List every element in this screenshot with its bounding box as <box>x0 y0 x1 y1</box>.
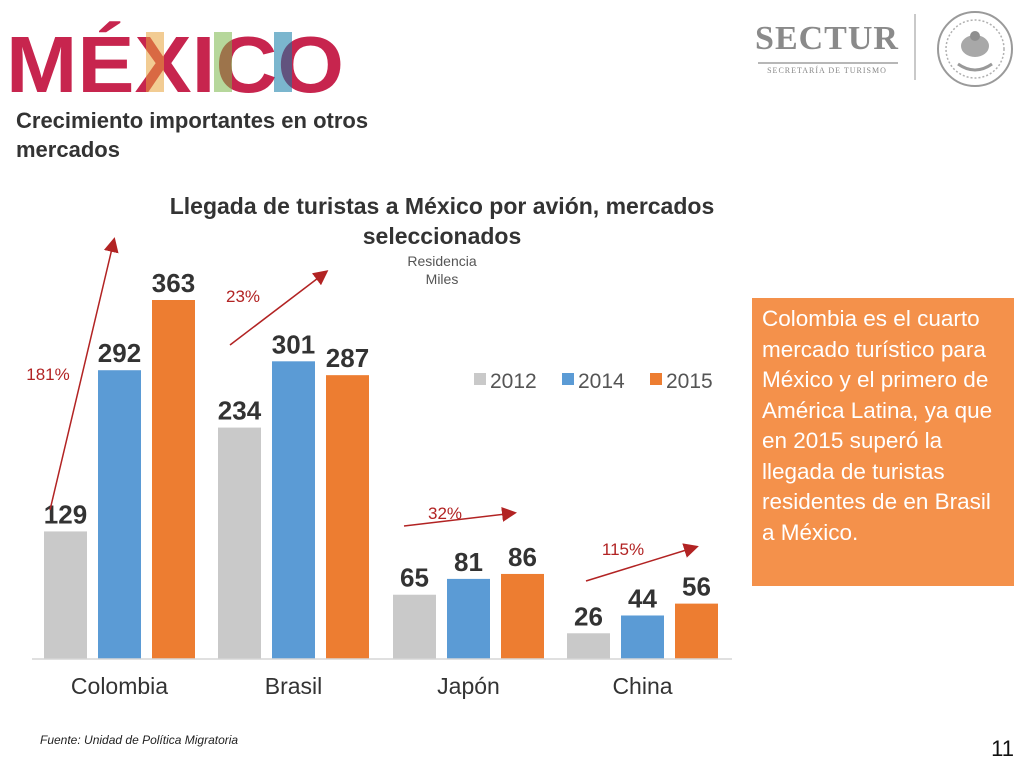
x-tick-china: China <box>612 673 672 699</box>
sectur-underline <box>758 62 898 64</box>
colombia-callout: Colombia es el cuarto mercado turístico … <box>752 298 1014 586</box>
chart-subtitle-miles: Miles <box>426 271 459 287</box>
bar-japon-2015 <box>501 573 544 659</box>
legend-label-2015: 2015 <box>666 370 713 393</box>
sectur-logo: SECTUR SECRETARÍA DE TURISMO <box>752 20 912 80</box>
growth-label-japon: 32% <box>428 504 462 523</box>
legend-swatch-2012 <box>474 373 486 385</box>
growth-arrow-japon <box>403 506 517 527</box>
growth-arrow-china <box>585 543 699 582</box>
value-label-japon-2014: 81 <box>454 547 483 577</box>
sectur-name: SECTUR <box>755 20 899 57</box>
legend-label-2014: 2014 <box>578 370 625 393</box>
bar-colombia-2014 <box>98 370 141 659</box>
value-label-brasil-2012: 234 <box>218 396 262 426</box>
growth-arrow-brasil <box>229 270 329 346</box>
mexico-logo-text: MÉXICO <box>6 20 344 100</box>
value-label-japon-2015: 86 <box>508 542 537 572</box>
value-label-china-2015: 56 <box>682 572 711 602</box>
bar-china-2014 <box>621 615 664 659</box>
growth-label-brasil: 23% <box>226 287 260 306</box>
header-divider <box>914 14 916 80</box>
growth-arrow-colombia <box>49 237 119 511</box>
legend-swatch-2015 <box>650 373 662 385</box>
chart-title-line2: seleccionados <box>363 223 522 249</box>
bar-china-2012 <box>567 633 610 659</box>
value-label-brasil-2014: 301 <box>272 329 315 359</box>
legend-swatch-2014 <box>562 373 574 385</box>
value-label-colombia-2015: 363 <box>152 268 195 298</box>
slide-subtitle: Crecimiento importantes en otros mercado… <box>16 108 369 162</box>
value-label-brasil-2015: 287 <box>326 343 369 373</box>
page-number: 11 <box>991 736 1014 761</box>
sectur-subtitle: SECRETARÍA DE TURISMO <box>767 66 887 75</box>
value-label-japon-2012: 65 <box>400 563 429 593</box>
mexico-logo: MÉXICO <box>6 8 348 109</box>
bar-japon-2014 <box>447 578 490 659</box>
bar-brasil-2014 <box>272 361 315 659</box>
value-label-colombia-2012: 129 <box>44 499 87 529</box>
bar-china-2015 <box>675 603 718 659</box>
chart-subtitle-residencia: Residencia <box>407 253 476 269</box>
chart-title-line1: Llegada de turistas a México por avión, … <box>170 193 715 219</box>
bar-brasil-2015 <box>326 375 369 659</box>
bar-chart: Llegada de turistas a México por avión, … <box>26 193 732 699</box>
growth-label-china: 115% <box>602 540 644 559</box>
x-tick-brasil: Brasil <box>265 673 323 699</box>
bar-colombia-2015 <box>152 300 195 659</box>
value-label-colombia-2014: 292 <box>98 338 141 368</box>
bar-brasil-2012 <box>218 427 261 659</box>
value-label-china-2014: 44 <box>628 583 657 613</box>
legend-label-2012: 2012 <box>490 370 537 393</box>
x-tick-japon: Japón <box>437 673 500 699</box>
bar-colombia-2012 <box>44 531 87 659</box>
bar-japon-2012 <box>393 594 436 659</box>
seal-icon <box>936 10 1014 88</box>
source-note: Fuente: Unidad de Política Migratoria <box>40 733 239 747</box>
x-tick-colombia: Colombia <box>71 673 168 699</box>
value-label-china-2012: 26 <box>574 601 603 631</box>
growth-label-colombia: 181% <box>26 365 69 384</box>
